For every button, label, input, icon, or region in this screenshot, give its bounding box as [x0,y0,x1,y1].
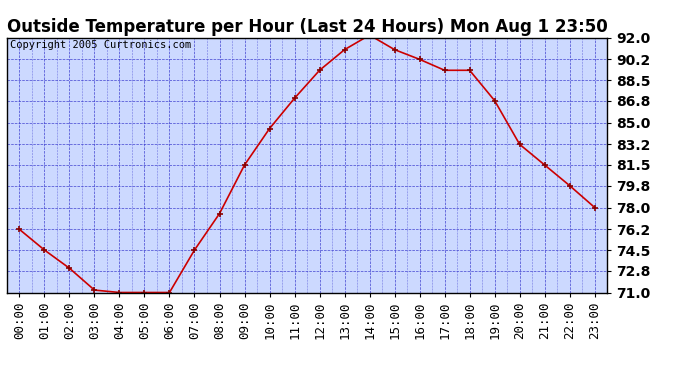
Title: Outside Temperature per Hour (Last 24 Hours) Mon Aug 1 23:50: Outside Temperature per Hour (Last 24 Ho… [7,18,607,36]
Text: Copyright 2005 Curtronics.com: Copyright 2005 Curtronics.com [10,40,191,50]
